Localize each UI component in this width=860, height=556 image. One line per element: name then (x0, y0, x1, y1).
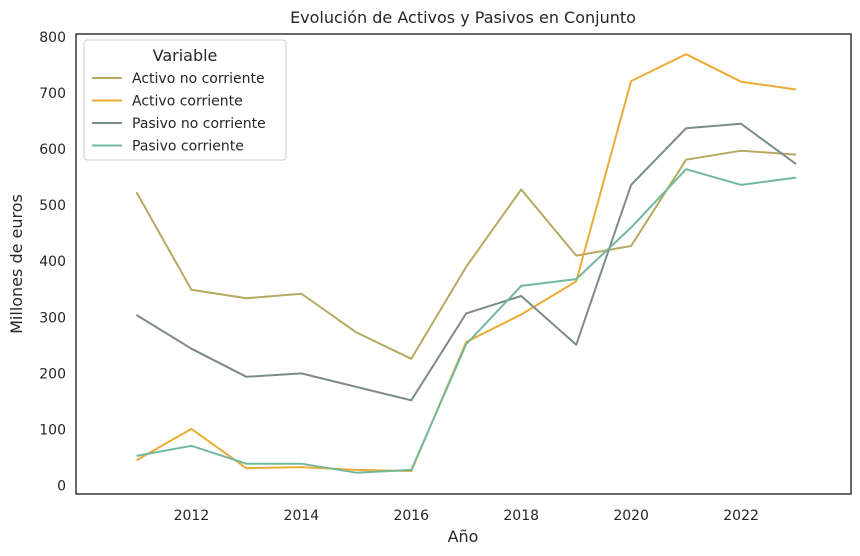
y-tick-label: 500 (39, 198, 66, 214)
x-tick-label: 2012 (174, 508, 210, 524)
y-tick-label: 800 (39, 30, 66, 46)
y-tick-label: 400 (39, 254, 66, 270)
legend-label-pasivo-corriente: Pasivo corriente (132, 139, 244, 155)
legend-label-pasivo-no-corriente: Pasivo no corriente (132, 116, 266, 132)
x-tick-label: 2020 (613, 508, 649, 524)
y-tick-label: 0 (57, 479, 66, 495)
y-tick-label: 700 (39, 86, 66, 102)
series-layer (135, 53, 797, 474)
x-axis-label: Año (448, 527, 479, 546)
x-tick-label: 2022 (723, 508, 759, 524)
legend-label-activo-no-corriente: Activo no corriente (132, 71, 265, 87)
y-tick-label: 200 (39, 366, 66, 382)
legend-box (83, 39, 287, 161)
y-tick-label: 600 (39, 142, 66, 158)
x-tick-label: 2018 (503, 508, 539, 524)
legend-items: Activo no corriente Activo corriente Pasiv… (92, 71, 266, 155)
y-tick-label: 100 (39, 422, 66, 438)
series-line-activo-corriente (136, 53, 797, 472)
chart-title: Evolución de Activos y Pasivos en Conjun… (290, 8, 636, 27)
series-line-pasivo-corriente (136, 168, 797, 474)
y-axis-ticks: 0 100 200 300 400 500 600 700 800 (39, 30, 66, 495)
y-tick-label: 300 (39, 310, 66, 326)
series-line-pasivo-no-corriente (135, 122, 797, 402)
legend-label-activo-corriente: Activo corriente (132, 94, 243, 110)
legend: Variable Activo no corriente Activo corri… (83, 39, 287, 161)
legend-title: Variable (153, 46, 218, 65)
y-axis-label: Millones de euros (7, 194, 26, 334)
x-tick-label: 2016 (393, 508, 429, 524)
x-axis-ticks: 2012 2014 2016 2018 2020 2022 (174, 508, 759, 524)
series-line-activo-no-corriente (135, 149, 797, 360)
x-tick-label: 2014 (284, 508, 320, 524)
